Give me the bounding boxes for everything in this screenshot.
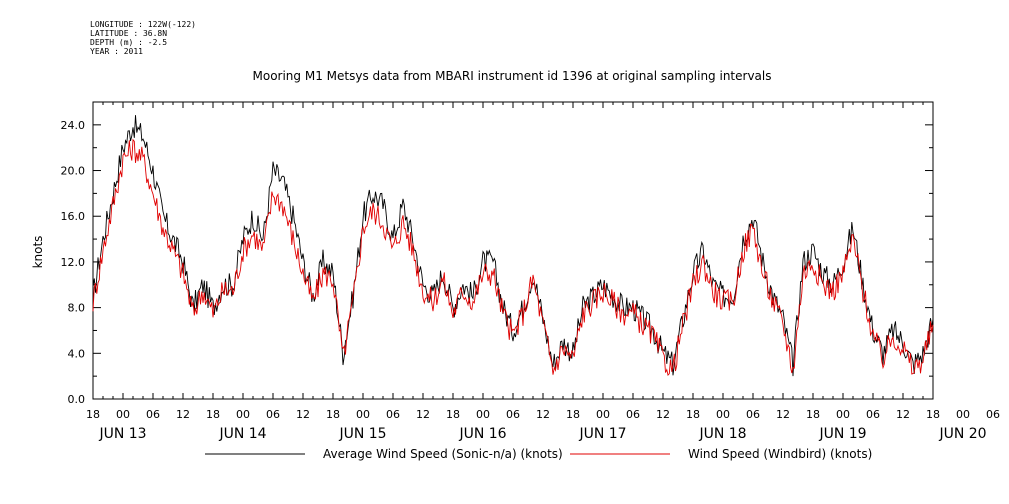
x-hour-label: 12 [176,408,190,421]
x-hour-label: 18 [326,408,340,421]
legend-label-windbird: Wind Speed (Windbird) (knots) [688,447,872,461]
x-hour-label: 18 [806,408,820,421]
x-hour-label: 18 [566,408,580,421]
x-hour-label: 12 [776,408,790,421]
x-hour-label: 00 [716,408,730,421]
y-tick-label: 16.0 [61,210,86,223]
x-hour-label: 06 [866,408,880,421]
x-hour-label: 18 [86,408,100,421]
series-group [92,115,934,377]
series-line-windbird [92,138,934,377]
y-tick-label: 24.0 [61,119,86,132]
x-day-label: JUN 18 [698,426,746,442]
year-label: YEAR : 2011 [90,47,143,56]
x-hour-label: 12 [656,408,670,421]
x-hour-label: 06 [146,408,160,421]
x-hour-label: 18 [206,408,220,421]
x-day-label: JUN 17 [578,426,626,442]
y-tick-label: 0.0 [68,393,86,406]
x-day-label: JUN 13 [98,426,146,442]
x-hour-label: 00 [836,408,850,421]
x-hour-label: 00 [356,408,370,421]
y-tick-label: 12.0 [61,256,86,269]
axes-group: 0.0 4.0 8.0 12.0 16.0 20.0 24.0 18 00 06 12 18 00 06 1… [61,102,1000,442]
plot-frame [92,101,934,400]
x-day-label: JUN 16 [458,426,506,442]
legend: Average Wind Speed (Sonic-n/a) (knots) W… [205,447,872,461]
series-line-average-wind [92,115,934,377]
x-hour-label: 00 [596,408,610,421]
x-hour-label: 12 [536,408,550,421]
x-hour-label: 06 [986,408,1000,421]
x-hour-label: 00 [476,408,490,421]
x-hour-label: 12 [296,408,310,421]
x-hour-label: 06 [386,408,400,421]
x-hour-label: 12 [896,408,910,421]
x-day-label: JUN 14 [218,426,266,442]
x-day-label: JUN 20 [938,426,986,442]
x-hour-label: 00 [116,408,130,421]
x-hour-label: 18 [446,408,460,421]
y-tick-label: 4.0 [68,347,86,360]
x-hour-label: 06 [506,408,520,421]
x-hour-label: 00 [956,408,970,421]
x-hour-label: 12 [416,408,430,421]
x-hour-label: 06 [266,408,280,421]
x-hour-label: 18 [926,408,940,421]
longitude-label: LONGITUDE : 122W(-122) [90,20,196,29]
depth-label: DEPTH (m) : -2.5 [90,38,168,47]
x-hour-label: 00 [236,408,250,421]
x-day-label: JUN 19 [818,426,866,442]
legend-label-average-wind: Average Wind Speed (Sonic-n/a) (knots) [323,447,563,461]
latitude-label: LATITUDE : 36.8N [90,29,168,38]
x-hour-label: 06 [626,408,640,421]
x-hour-label: 06 [746,408,760,421]
x-day-label: JUN 15 [338,426,386,442]
y-tick-label: 20.0 [61,165,86,178]
y-axis-label: knots [31,236,45,269]
y-tick-label: 8.0 [68,302,86,315]
chart-title: Mooring M1 Metsys data from MBARI instru… [253,69,772,83]
x-hour-label: 18 [686,408,700,421]
